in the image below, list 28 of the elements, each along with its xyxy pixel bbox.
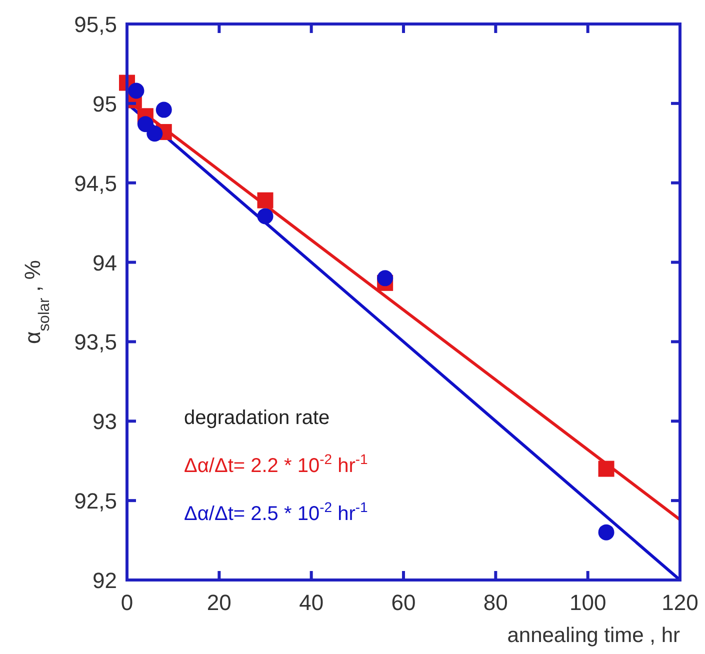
y-tick-label: 93 <box>92 409 117 434</box>
annotation: degradation rate <box>184 407 330 429</box>
x-tick-label: 60 <box>391 590 416 615</box>
point <box>137 116 154 132</box>
point <box>128 82 144 99</box>
y-tick-label: 95 <box>92 91 117 116</box>
point <box>598 524 614 540</box>
point <box>257 192 274 208</box>
annotation: Δα/Δt= 2.2 * 10$^{-2}$ hr$^{-1}$ <box>184 451 368 477</box>
point <box>257 208 274 224</box>
point <box>156 102 172 118</box>
x-tick-label: 40 <box>299 590 324 615</box>
y-tick-label: 93,5 <box>74 330 117 355</box>
x-tick-label: 20 <box>206 590 232 615</box>
point <box>598 460 614 477</box>
x-tick-label: 80 <box>483 590 508 615</box>
y-tick-label: 95,5 <box>74 12 117 37</box>
y-tick-label: 94,5 <box>74 170 117 196</box>
x-axis-title: annealing time , hr <box>507 624 680 647</box>
point <box>146 126 163 142</box>
annotation: Δα/Δt= 2.5 * 10$^{-2}$ hr$^{-1}$ <box>184 499 368 525</box>
y-tick-label: 92 <box>92 568 117 593</box>
y-tick-label: 92,5 <box>74 488 117 514</box>
y-tick-label: 94 <box>92 250 117 276</box>
x-tick-label: 120 <box>662 590 698 615</box>
point <box>377 270 394 286</box>
x-tick-label: 100 <box>569 590 606 615</box>
x-tick-label: 0 <box>120 590 134 615</box>
